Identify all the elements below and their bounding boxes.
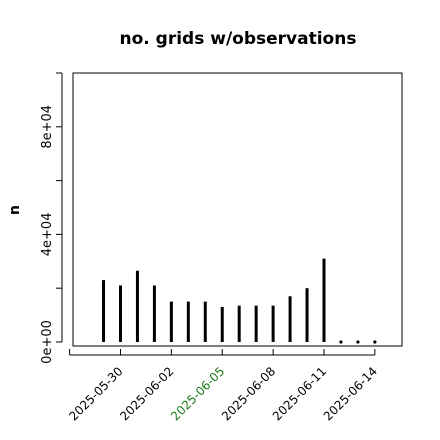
y-axis: 0e+00 4e+04 8e+04 (40, 72, 63, 364)
y-axis-label: n (7, 205, 23, 215)
bar (339, 340, 343, 344)
x-tick-label: 2025-06-05 (168, 364, 227, 423)
x-tick-label: 2025-05-30 (66, 364, 125, 423)
y-tick-label: 0e+00 (40, 320, 55, 364)
chart-title: no. grids w/observations (120, 29, 357, 49)
x-tick-label: 2025-06-08 (219, 364, 278, 423)
plot-frame (72, 72, 403, 347)
x-tick-label: 2025-06-14 (321, 364, 380, 423)
bars (102, 258, 377, 344)
bar (356, 340, 360, 344)
y-tick-label: 4e+04 (40, 213, 55, 257)
x-tick-label: 2025-06-11 (270, 364, 329, 423)
bar (373, 340, 377, 344)
x-axis: 2025-05-302025-06-022025-06-052025-06-08… (66, 349, 380, 423)
x-tick-label: 2025-06-02 (117, 364, 176, 423)
y-tick-label: 8e+04 (40, 105, 55, 149)
